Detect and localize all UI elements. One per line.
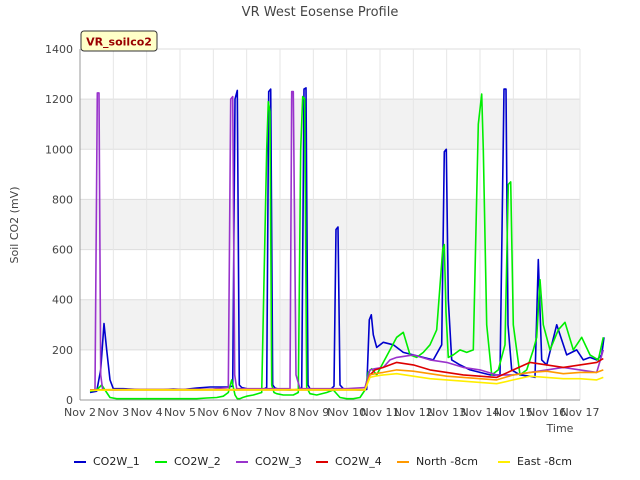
legend-label: CO2W_3 xyxy=(255,455,302,468)
x-tick-label: Nov 16 xyxy=(527,406,566,419)
tick-labels: 0 200 400 600 800 1000 1200 1400 Nov 2 Nov 3 Nov 4… xyxy=(45,43,599,419)
plot-area xyxy=(80,49,580,400)
plot-band xyxy=(80,199,580,250)
y-tick-label: 1200 xyxy=(45,93,73,106)
plot-band xyxy=(80,99,580,150)
x-tick-label: Nov 17 xyxy=(561,406,600,419)
series-layer xyxy=(89,87,605,400)
badge: VR_soilco2 xyxy=(80,30,158,52)
y-tick-label: 600 xyxy=(52,244,73,257)
legend-item: CO2W_2 xyxy=(155,455,221,468)
badge-label: VR_soilco2 xyxy=(86,36,152,49)
x-tick-label: Nov 5 xyxy=(164,406,196,419)
legend-label: East -8cm xyxy=(517,455,572,468)
legend-label: CO2W_4 xyxy=(335,455,382,468)
y-tick-label: 1400 xyxy=(45,43,73,56)
series-line-east-8cm xyxy=(89,372,604,392)
x-tick-label: Nov 9 xyxy=(297,406,329,419)
plot-band xyxy=(80,299,580,350)
badge-box xyxy=(80,30,158,52)
x-tick-label: Nov 14 xyxy=(461,406,500,419)
x-tick-label: Nov 2 xyxy=(64,406,96,419)
y-tick-label: 200 xyxy=(52,344,73,357)
y-tick-label: 400 xyxy=(52,294,73,307)
y-tick-label: 1000 xyxy=(45,143,73,156)
chart-title: VR West Eosense Profile xyxy=(242,5,399,20)
y-axis-label: Soil CO2 (mV) xyxy=(8,187,21,264)
legend-label: North -8cm xyxy=(416,455,478,468)
legend-item: CO2W_4 xyxy=(316,455,382,468)
legend: CO2W_1 CO2W_2 CO2W_3 CO2W_4 North -8cm East -… xyxy=(74,455,572,468)
grid-lines xyxy=(79,48,581,401)
x-tick-label: Nov 10 xyxy=(327,406,366,419)
x-tick-label: Nov 6 xyxy=(197,406,229,419)
x-tick-label: Nov 4 xyxy=(131,406,163,419)
x-tick-label: Nov 15 xyxy=(494,406,533,419)
y-tick-label: 800 xyxy=(52,193,73,206)
legend-item: CO2W_3 xyxy=(236,455,302,468)
x-tick-label: Nov 11 xyxy=(361,406,400,419)
legend-item: CO2W_1 xyxy=(74,455,140,468)
legend-label: CO2W_2 xyxy=(174,455,221,468)
x-axis-label: Time xyxy=(546,422,574,435)
legend-item: North -8cm xyxy=(397,455,478,468)
x-tick-label: Nov 7 xyxy=(231,406,263,419)
legend-item: East -8cm xyxy=(498,455,572,468)
x-tick-label: Nov 3 xyxy=(97,406,129,419)
legend-label: CO2W_1 xyxy=(93,455,140,468)
y-tick-label: 0 xyxy=(66,394,73,407)
x-tick-label: Nov 8 xyxy=(264,406,296,419)
x-tick-label: Nov 12 xyxy=(394,406,433,419)
x-tick-label: Nov 13 xyxy=(427,406,466,419)
axes xyxy=(79,49,580,401)
